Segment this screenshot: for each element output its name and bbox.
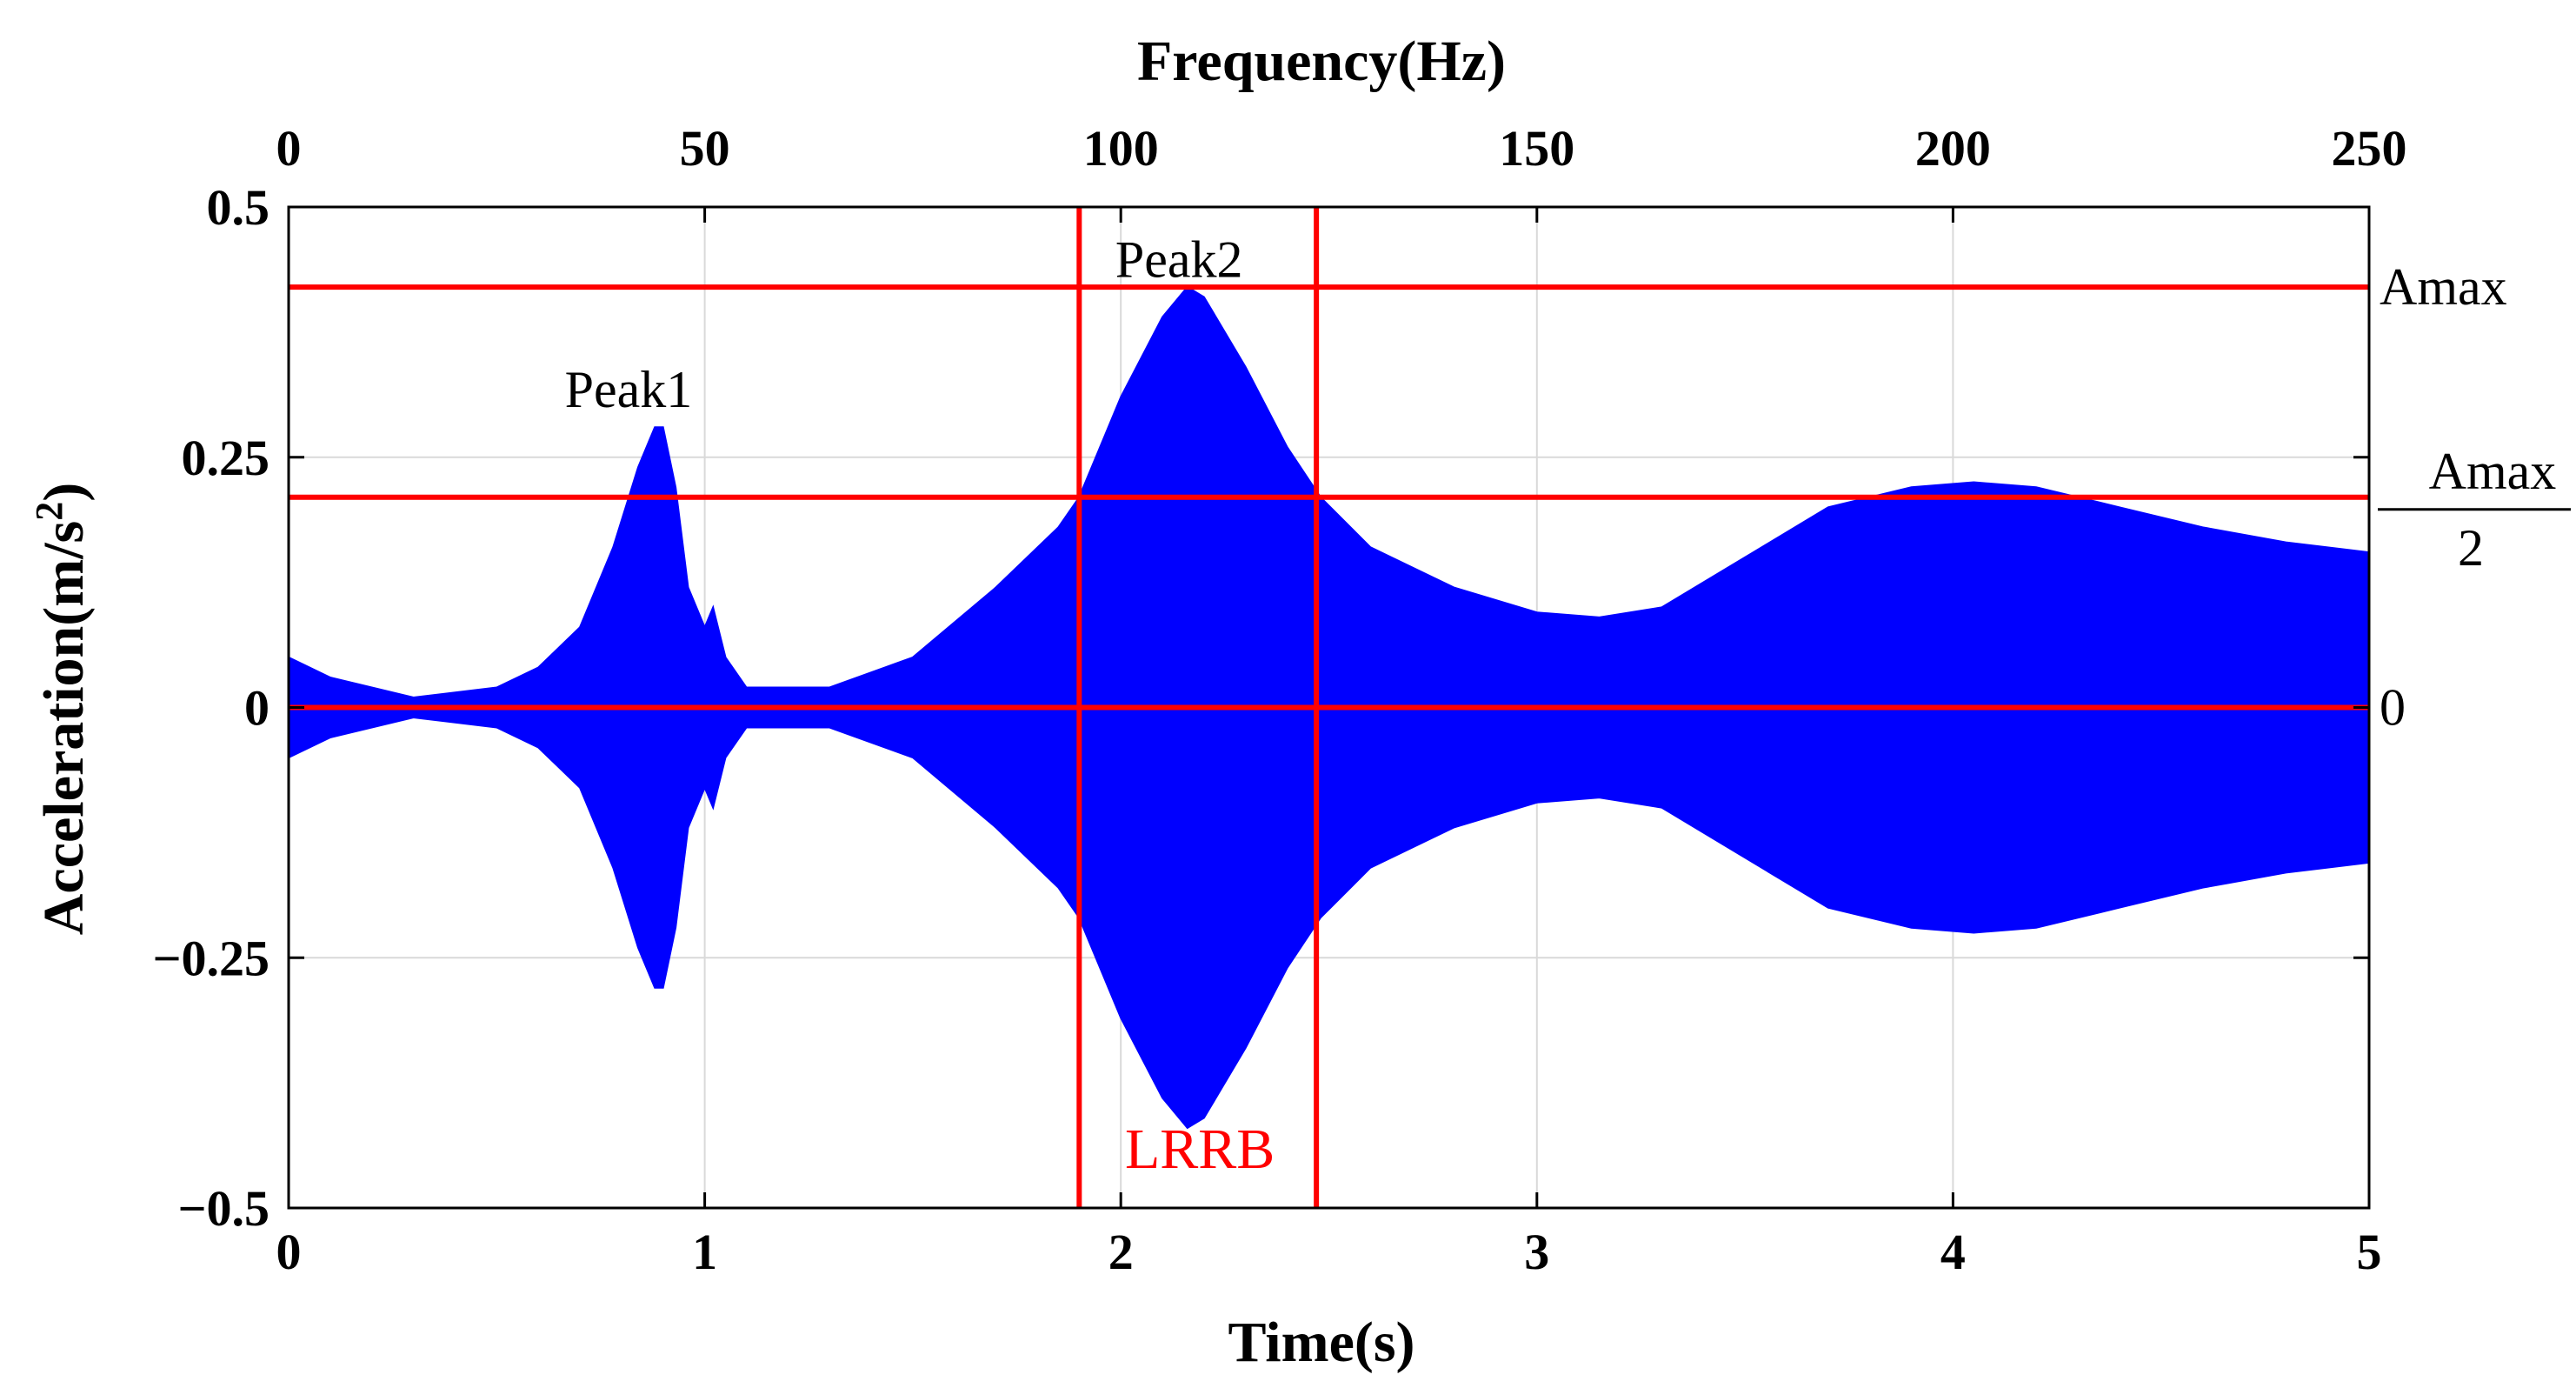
amax-label: Amax [2380,258,2507,316]
peak1-label: Peak1 [565,361,693,418]
y-tick-label: −0.5 [177,1180,270,1237]
x-tick-label: 4 [1940,1224,1966,1280]
x-tick-label: 1 [692,1224,717,1280]
x2-tick-label: 200 [1915,120,1991,177]
x-tick-label: 3 [1524,1224,1549,1280]
x2-tick-label: 0 [276,120,302,177]
axis-ticks [287,205,2371,1210]
half-amax-denominator: 2 [2458,519,2484,577]
y-axis-title-close: ) [32,483,96,502]
half-amax-numerator: Amax [2429,443,2557,500]
x-axis-title: Time(s) [1228,1311,1414,1374]
x-tick-label: 5 [2357,1224,2382,1280]
y-axis-title-main: Acceleration(m/s [32,521,96,935]
y-axis-title: Acceleration(m/s2) [28,483,97,935]
y-axis-title-sup: 2 [28,502,70,521]
y-tick-label: −0.25 [152,930,270,986]
y-tick-label: 0.25 [182,430,270,486]
x-tick-label: 2 [1108,1224,1134,1280]
peak2-label: Peak2 [1115,231,1243,289]
reference-lines [289,207,2369,1208]
x2-axis-title: Frequency(Hz) [1137,30,1506,93]
y-tick-label: 0 [244,680,270,737]
zero-line-label: 0 [2380,679,2406,737]
x2-tick-label: 250 [2332,120,2407,177]
lrrb-label: LRRB [1125,1118,1275,1181]
y-tick-label: 0.5 [207,179,270,236]
x-tick-label: 0 [276,1224,302,1280]
x2-tick-label: 50 [680,120,730,177]
x2-tick-label: 150 [1499,120,1574,177]
x2-tick-label: 100 [1083,120,1159,177]
